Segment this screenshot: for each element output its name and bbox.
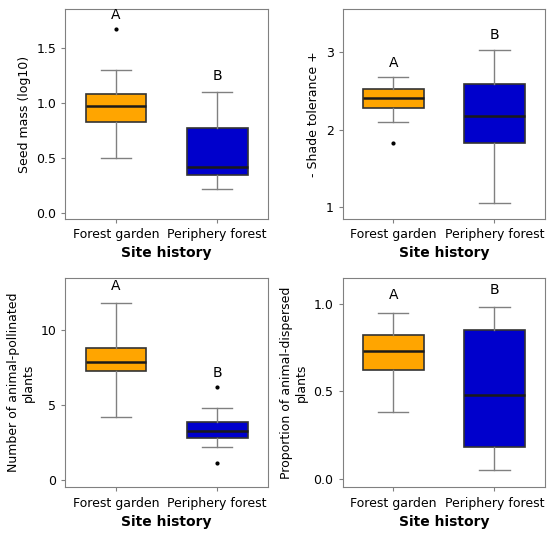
Y-axis label: Number of animal-pollinated
plants: Number of animal-pollinated plants <box>7 293 35 472</box>
X-axis label: Site history: Site history <box>121 247 212 260</box>
Text: B: B <box>212 69 222 83</box>
PathPatch shape <box>464 85 525 144</box>
PathPatch shape <box>86 94 147 122</box>
PathPatch shape <box>86 348 147 371</box>
X-axis label: Site history: Site history <box>399 515 489 529</box>
PathPatch shape <box>187 421 248 438</box>
Text: A: A <box>111 279 121 293</box>
Y-axis label: Seed mass (log10): Seed mass (log10) <box>18 55 31 173</box>
PathPatch shape <box>363 89 424 108</box>
Text: B: B <box>489 28 499 42</box>
PathPatch shape <box>187 128 248 175</box>
Text: B: B <box>489 283 499 297</box>
Text: B: B <box>212 366 222 379</box>
Y-axis label: Proportion of animal-dispersed
plants: Proportion of animal-dispersed plants <box>280 286 308 479</box>
PathPatch shape <box>363 336 424 370</box>
Text: A: A <box>111 9 121 23</box>
X-axis label: Site history: Site history <box>121 515 212 529</box>
Y-axis label: - Shade tolerance +: - Shade tolerance + <box>307 51 320 177</box>
Text: A: A <box>388 288 398 302</box>
Text: A: A <box>388 56 398 70</box>
PathPatch shape <box>464 330 525 447</box>
X-axis label: Site history: Site history <box>399 247 489 260</box>
